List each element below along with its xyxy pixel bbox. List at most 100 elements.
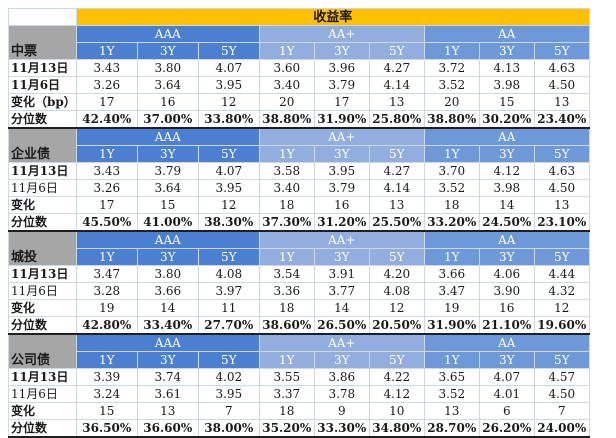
table-row: 11月13日 3.39 3.74 4.02 3.55 3.86 4.22 3.65 4.07 4.… <box>8 368 590 386</box>
value-cell: 27.70% <box>197 316 260 335</box>
value-cell: 3.52 <box>423 385 480 403</box>
group-header-row: 中票 AAA AA+ AA <box>8 25 590 60</box>
value-cell: 28.70% <box>423 419 480 438</box>
value-cell: 3.86 <box>313 368 370 386</box>
table-row: 变化 19 14 11 18 14 12 19 16 12 <box>8 299 590 317</box>
value-cell: 4.50 <box>533 385 590 403</box>
table-row: 11月13日 3.43 3.80 4.07 3.60 3.96 4.27 3.72 4.13 4.… <box>8 59 590 77</box>
value-cell: 34.80% <box>368 419 425 438</box>
value-cell: 11 <box>197 299 260 317</box>
value-cell: 4.08 <box>197 265 260 283</box>
value-cell: 15 <box>478 93 535 111</box>
row-label: 分位数 <box>8 213 77 232</box>
section-name: 中票 <box>8 25 77 60</box>
value-cell: 4.07 <box>478 368 535 386</box>
tenor-header: 5Y <box>368 145 425 163</box>
value-cell: 3.26 <box>75 76 138 94</box>
value-cell: 25.80% <box>368 110 425 129</box>
value-cell: 41.00% <box>136 213 199 232</box>
value-cell: 38.00% <box>197 419 260 438</box>
value-cell: 18 <box>258 299 315 317</box>
value-cell: 38.30% <box>197 213 260 232</box>
value-cell: 3.28 <box>75 282 138 300</box>
rating-group-header: AA+ <box>258 333 425 352</box>
value-cell: 14 <box>136 299 199 317</box>
value-cell: 3.70 <box>423 162 480 180</box>
tenor-header: 1Y <box>423 145 480 163</box>
tenor-header: 1Y <box>258 42 315 60</box>
value-cell: 36.50% <box>75 419 138 438</box>
value-cell: 17 <box>75 93 138 111</box>
value-cell: 38.60% <box>258 316 315 335</box>
rating-group-header: AAA <box>75 333 260 352</box>
tenor-header: 1Y <box>75 351 138 369</box>
value-cell: 42.40% <box>75 110 138 129</box>
value-cell: 4.01 <box>478 385 535 403</box>
value-cell: 35.20% <box>258 419 315 438</box>
table-row: 11月13日 3.47 3.80 4.08 3.54 3.91 4.20 3.66 4.06 4.… <box>8 265 590 283</box>
table-row: 11月6日 3.26 3.64 3.95 3.40 3.79 4.14 3.52 3.98 4.5… <box>8 179 590 197</box>
value-cell: 4.06 <box>478 265 535 283</box>
table-row: 分位数 36.50% 36.60% 38.00% 35.20% 33.30% 34.80% 2… <box>8 419 590 438</box>
value-cell: 21.10% <box>478 316 535 335</box>
value-cell: 4.50 <box>533 76 590 94</box>
tenor-header: 5Y <box>368 351 425 369</box>
value-cell: 15 <box>75 402 138 420</box>
value-cell: 31.90% <box>423 316 480 335</box>
rating-group-header: AA <box>423 333 590 352</box>
value-cell: 4.22 <box>368 368 425 386</box>
value-cell: 3.47 <box>75 265 138 283</box>
value-cell: 3.64 <box>136 76 199 94</box>
value-cell: 12 <box>368 299 425 317</box>
yield-table-body: 收益率 中票 AAA AA+ AA 1Y 3Y 5Y 1Y 3Y 5Y 1Y 3Y 5Y 11月13日 3.… <box>8 8 590 438</box>
value-cell: 19.60% <box>533 316 590 335</box>
value-cell: 24.50% <box>478 213 535 232</box>
value-cell: 18 <box>423 196 480 214</box>
table-row: 分位数 45.50% 41.00% 38.30% 37.30% 31.20% 25.50% 3… <box>8 213 590 232</box>
value-cell: 4.32 <box>533 282 590 300</box>
table-row: 变化（bp） 17 16 12 20 17 13 20 15 13 <box>8 93 590 111</box>
value-cell: 31.90% <box>313 110 370 129</box>
value-cell: 38.80% <box>423 110 480 129</box>
value-cell: 19 <box>423 299 480 317</box>
row-label: 11月6日 <box>8 385 77 403</box>
row-label: 分位数 <box>8 110 77 129</box>
row-label: 变化 <box>8 299 77 317</box>
value-cell: 4.02 <box>197 368 260 386</box>
value-cell: 16 <box>478 299 535 317</box>
value-cell: 9 <box>313 402 370 420</box>
value-cell: 36.60% <box>136 419 199 438</box>
value-cell: 3.66 <box>423 265 480 283</box>
value-cell: 13 <box>423 402 480 420</box>
value-cell: 3.43 <box>75 59 138 77</box>
tenor-header: 1Y <box>75 248 138 266</box>
value-cell: 3.79 <box>313 179 370 197</box>
value-cell: 3.40 <box>258 76 315 94</box>
value-cell: 12 <box>197 93 260 111</box>
value-cell: 33.20% <box>423 213 480 232</box>
yield-table: 收益率 中票 AAA AA+ AA 1Y 3Y 5Y 1Y 3Y 5Y 1Y 3Y 5Y 11月13日 3.… <box>8 8 590 438</box>
row-label: 11月13日 <box>8 265 77 283</box>
value-cell: 6 <box>478 402 535 420</box>
table-row: 分位数 42.80% 33.40% 27.70% 38.60% 26.50% 20.50% 3… <box>8 316 590 335</box>
value-cell: 3.65 <box>423 368 480 386</box>
value-cell: 3.55 <box>258 368 315 386</box>
value-cell: 3.52 <box>423 179 480 197</box>
value-cell: 33.80% <box>197 110 260 129</box>
value-cell: 30.20% <box>478 110 535 129</box>
value-cell: 3.74 <box>136 368 199 386</box>
value-cell: 4.50 <box>533 179 590 197</box>
value-cell: 25.50% <box>368 213 425 232</box>
value-cell: 4.63 <box>533 162 590 180</box>
value-cell: 3.79 <box>313 76 370 94</box>
tenor-header-row: 1Y 3Y 5Y 1Y 3Y 5Y 1Y 3Y 5Y <box>9 145 590 163</box>
value-cell: 3.66 <box>136 282 199 300</box>
value-cell: 45.50% <box>75 213 138 232</box>
value-cell: 3.90 <box>478 282 535 300</box>
tenor-header: 3Y <box>136 42 199 60</box>
table-row: 变化 15 13 7 18 9 10 13 6 7 <box>8 402 590 420</box>
value-cell: 33.30% <box>313 419 370 438</box>
tenor-header: 3Y <box>313 145 370 163</box>
tenor-header: 5Y <box>197 248 260 266</box>
value-cell: 13 <box>533 196 590 214</box>
